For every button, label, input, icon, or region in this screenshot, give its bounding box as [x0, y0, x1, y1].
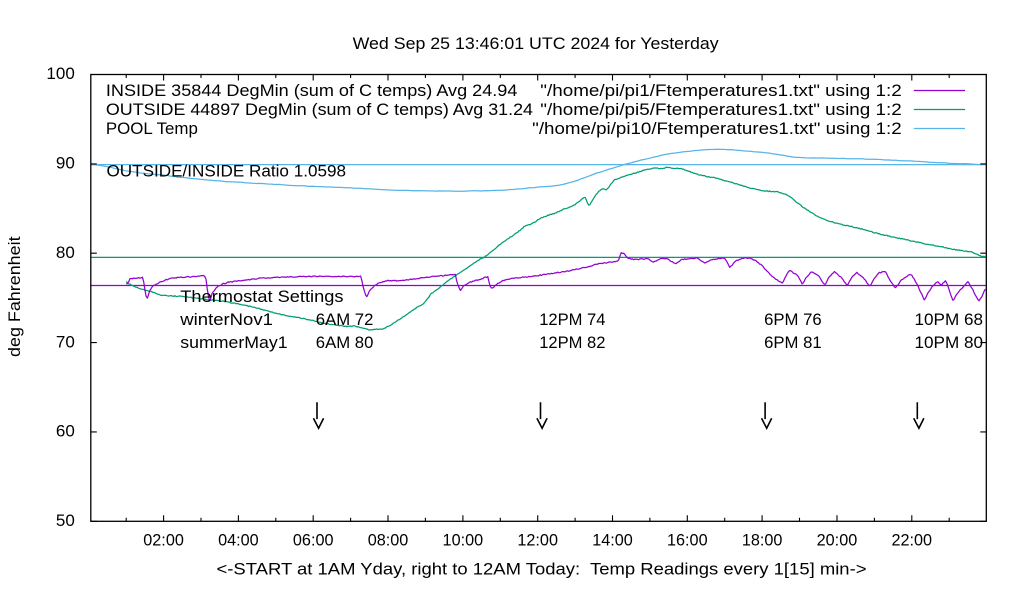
svg-text:70: 70	[56, 332, 75, 351]
svg-text:04:00: 04:00	[218, 530, 259, 549]
svg-text:80: 80	[56, 243, 75, 262]
svg-text:10PM 68: 10PM 68	[915, 310, 984, 329]
svg-text:"/home/pi/pi5/Ftemperatures1.t: "/home/pi/pi5/Ftemperatures1.txt" using …	[540, 100, 901, 119]
svg-text:OUTSIDE 44897 DegMin (sum of C: OUTSIDE 44897 DegMin (sum of C temps) Av…	[106, 100, 533, 119]
svg-text:08:00: 08:00	[368, 530, 409, 549]
svg-text:12PM 74: 12PM 74	[539, 310, 605, 329]
svg-text:deg Fahrenheit: deg Fahrenheit	[5, 236, 24, 357]
svg-text:6PM 81: 6PM 81	[764, 333, 822, 352]
svg-text:"/home/pi/pi1/Ftemperatures1.t: "/home/pi/pi1/Ftemperatures1.txt" using …	[540, 81, 901, 100]
svg-text:12PM 82: 12PM 82	[539, 333, 605, 352]
svg-text:10PM 80: 10PM 80	[915, 333, 984, 352]
svg-text:6AM 72: 6AM 72	[316, 310, 374, 329]
svg-text:06:00: 06:00	[293, 530, 334, 549]
svg-text:16:00: 16:00	[667, 530, 708, 549]
svg-text:6AM 80: 6AM 80	[316, 333, 374, 352]
svg-text:summerMay1: summerMay1	[180, 333, 287, 352]
svg-text:winterNov1: winterNov1	[179, 310, 273, 329]
svg-text:50: 50	[56, 511, 75, 530]
svg-text:90: 90	[56, 154, 75, 173]
svg-text:POOL Temp: POOL Temp	[106, 119, 198, 138]
svg-text:<-START at 1AM Yday, right to: <-START at 1AM Yday, right to 12AM Today…	[217, 559, 867, 578]
svg-text:02:00: 02:00	[143, 530, 184, 549]
svg-text:10:00: 10:00	[443, 530, 484, 549]
svg-text:20:00: 20:00	[817, 530, 858, 549]
svg-text:100: 100	[46, 64, 74, 83]
svg-text:Thermostat Settings: Thermostat Settings	[180, 287, 343, 306]
svg-text:INSIDE 35844 DegMin (sum of C: INSIDE 35844 DegMin (sum of C temps) Avg…	[106, 81, 517, 100]
svg-text:6PM 76: 6PM 76	[764, 310, 822, 329]
svg-text:Wed Sep 25 13:46:01 UTC 2024 f: Wed Sep 25 13:46:01 UTC 2024 for Yesterd…	[353, 34, 720, 53]
svg-text:OUTSIDE/INSIDE Ratio 1.0598: OUTSIDE/INSIDE Ratio 1.0598	[107, 162, 347, 181]
svg-text:"/home/pi/pi10/Ftemperatures1.: "/home/pi/pi10/Ftemperatures1.txt" using…	[532, 119, 902, 138]
svg-text:18:00: 18:00	[742, 530, 783, 549]
svg-text:60: 60	[56, 422, 75, 441]
svg-text:22:00: 22:00	[891, 530, 932, 549]
svg-text:14:00: 14:00	[592, 530, 633, 549]
svg-text:12:00: 12:00	[517, 530, 558, 549]
